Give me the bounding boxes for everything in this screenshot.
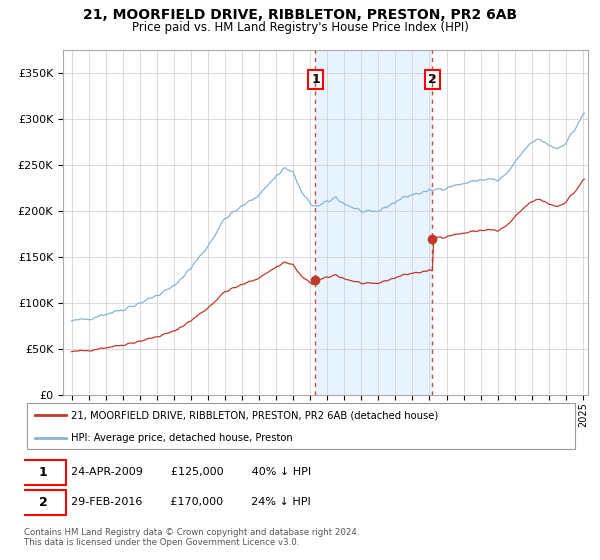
Text: 21, MOORFIELD DRIVE, RIBBLETON, PRESTON, PR2 6AB: 21, MOORFIELD DRIVE, RIBBLETON, PRESTON,… bbox=[83, 8, 517, 22]
Text: 24-APR-2009        £125,000        40% ↓ HPI: 24-APR-2009 £125,000 40% ↓ HPI bbox=[71, 467, 311, 477]
Text: 2: 2 bbox=[39, 496, 48, 509]
Text: Contains HM Land Registry data © Crown copyright and database right 2024.
This d: Contains HM Land Registry data © Crown c… bbox=[24, 528, 359, 547]
Text: Price paid vs. HM Land Registry's House Price Index (HPI): Price paid vs. HM Land Registry's House … bbox=[131, 21, 469, 34]
Text: 1: 1 bbox=[311, 73, 320, 86]
FancyBboxPatch shape bbox=[21, 490, 65, 515]
Text: 29-FEB-2016        £170,000        24% ↓ HPI: 29-FEB-2016 £170,000 24% ↓ HPI bbox=[71, 497, 311, 507]
Bar bbox=[316, 50, 433, 395]
Text: 2: 2 bbox=[428, 73, 437, 86]
Text: 1: 1 bbox=[39, 465, 48, 479]
Text: 21, MOORFIELD DRIVE, RIBBLETON, PRESTON, PR2 6AB (detached house): 21, MOORFIELD DRIVE, RIBBLETON, PRESTON,… bbox=[71, 410, 439, 421]
FancyBboxPatch shape bbox=[27, 404, 575, 449]
FancyBboxPatch shape bbox=[21, 460, 65, 484]
Text: HPI: Average price, detached house, Preston: HPI: Average price, detached house, Pres… bbox=[71, 433, 293, 444]
